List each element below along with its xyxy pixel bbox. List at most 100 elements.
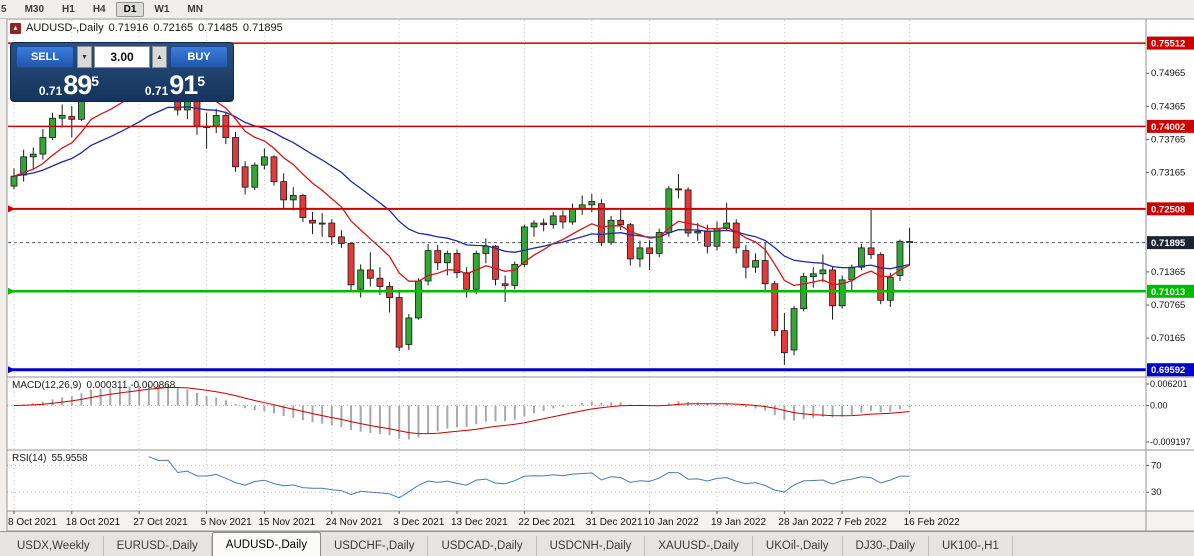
macd-indicator-label: MACD(12,26,9) 0.000311 -0.000868 (12, 380, 175, 391)
price-level-badge (1147, 36, 1194, 50)
buy-price-big: 91 (169, 70, 198, 100)
candle-body (299, 195, 307, 218)
candle-body (232, 137, 239, 168)
chart-tab-usdchf-daily[interactable]: USDCHF-,Daily (321, 536, 429, 556)
candle-body (800, 276, 808, 309)
candle-body (193, 98, 201, 127)
candle-body (463, 272, 471, 290)
candle-body (626, 224, 634, 260)
candle-body (270, 156, 278, 183)
price-axis-label: 0.70165 (1151, 333, 1185, 344)
candle-body (752, 260, 759, 268)
candle-body (732, 222, 740, 249)
date-axis-label: 15 Nov 2021 (258, 517, 315, 528)
timeframe-button-m30[interactable]: M30 (24, 3, 45, 15)
candle-body (848, 266, 856, 281)
price-level-badge-label: 0.72508 (1151, 204, 1185, 215)
candle-body (549, 215, 557, 226)
rsi-indicator-label: RSI(14) 55.9558 (12, 453, 88, 464)
timeframe-button-w1[interactable]: W1 (154, 3, 170, 15)
candle-body (212, 115, 220, 127)
timeframe-button-h4[interactable]: H4 (92, 3, 106, 15)
candle-body (520, 226, 528, 265)
candle-body (309, 219, 316, 224)
price-axis-label: 0.74365 (1151, 101, 1185, 112)
date-axis-label: 3 Dec 2021 (393, 517, 445, 528)
candle-body (559, 215, 567, 223)
candle-body (607, 219, 615, 243)
rsi-axis-label: 30 (1151, 487, 1162, 498)
date-axis-label: 13 Dec 2021 (451, 517, 508, 528)
chart-tab-eurusd-daily[interactable]: EURUSD-,Daily (104, 536, 212, 556)
timeframe-button-mn[interactable]: MN (187, 3, 203, 15)
date-axis-background (7, 511, 1194, 531)
candle-body (415, 280, 422, 319)
date-axis-label: 8 Oct 2021 (8, 517, 57, 528)
candle-body (838, 279, 846, 307)
candle-body (347, 243, 355, 286)
line-left-marker (8, 205, 15, 213)
date-axis-label: 31 Dec 2021 (586, 517, 643, 528)
ohlc-high: 0.72165 (153, 22, 194, 34)
candle-body (665, 188, 673, 233)
date-axis-label: 10 Jan 2022 (644, 517, 699, 528)
candle-body (636, 247, 644, 260)
buy-button[interactable]: BUY (170, 46, 228, 68)
rsi-title: RSI(14) (12, 453, 47, 464)
buy-price-sup: 5 (197, 73, 206, 89)
chart-tab-audusd-daily[interactable]: AUDUSD-,Daily (211, 532, 321, 556)
candles-layer (10, 43, 913, 365)
candle-body (896, 240, 904, 276)
price-level-badge (1147, 202, 1194, 216)
sell-price[interactable]: 0.71 89 5 (16, 68, 122, 99)
candle-body (588, 201, 596, 206)
current-price-badge (1147, 236, 1194, 250)
chart-tab-usdx-weekly[interactable]: USDX,Weekly (4, 536, 104, 556)
line-left-marker (8, 287, 15, 295)
sell-button[interactable]: SELL (16, 46, 74, 68)
ohlc-low: 0.71485 (198, 22, 238, 34)
candle-body (395, 297, 403, 348)
candle-body (241, 166, 249, 188)
price-level-badge-label: 0.75512 (1151, 39, 1185, 50)
date-axis-label: 28 Jan 2022 (778, 517, 833, 528)
chart-tab-ukoil-daily[interactable]: UKOil-,Daily (753, 536, 843, 556)
candle-body (790, 308, 798, 351)
candle-body (289, 195, 297, 201)
candle-body (501, 283, 509, 286)
current-price-badge-label: 0.71895 (1151, 238, 1186, 249)
one-click-collapse-icon[interactable]: ▲ (10, 22, 21, 34)
buy-price[interactable]: 0.71 91 5 (122, 68, 228, 99)
chart-tab-bar: USDX,Weekly EURUSD-,Daily AUDUSD-,Daily USD… (0, 531, 1194, 556)
timeframe-toolbar: 5 M30 H1 H4 D1 W1 MN (0, 0, 1194, 19)
timeframe-button-h1[interactable]: H1 (62, 3, 75, 15)
chart-tab-usdcnh-daily[interactable]: USDCNH-,Daily (537, 536, 646, 556)
candle-body (761, 260, 769, 285)
candle-body (694, 230, 702, 234)
chart-tab-usdcad-daily[interactable]: USDCAD-,Daily (428, 536, 537, 556)
candle-body (443, 253, 451, 264)
chart-tab-uk100-h1[interactable]: UK100-,H1 (929, 536, 1013, 556)
chart-tab-dj30-daily[interactable]: DJ30-,Daily (843, 536, 929, 556)
candle-body (424, 250, 432, 282)
candle-body (434, 250, 442, 264)
candle-body (617, 219, 625, 226)
price-level-badge (1147, 284, 1194, 298)
volume-down-icon[interactable]: ▼ (77, 46, 92, 68)
volume-value[interactable]: 3.00 (94, 46, 150, 68)
candle-body (771, 283, 779, 332)
date-axis-label: 27 Oct 2021 (133, 517, 188, 528)
price-level-badge (1147, 363, 1194, 377)
candle-body (10, 175, 18, 187)
candle-body (858, 247, 865, 268)
chart-tab-xauusd-daily[interactable]: XAUUSD-,Daily (645, 536, 753, 556)
rsi-value: 55.9558 (51, 453, 88, 464)
one-click-trading-widget: SELL ▼ 3.00 ▲ BUY 0.71 89 5 0.71 91 5 (10, 42, 234, 102)
candle-body (723, 222, 731, 229)
timeframe-button-5[interactable]: 5 (1, 3, 7, 15)
rsi-line (148, 456, 910, 499)
timeframe-button-d1[interactable]: D1 (115, 1, 145, 17)
candle-body (68, 116, 76, 120)
candle-body (58, 115, 66, 119)
volume-up-icon[interactable]: ▲ (152, 46, 167, 68)
